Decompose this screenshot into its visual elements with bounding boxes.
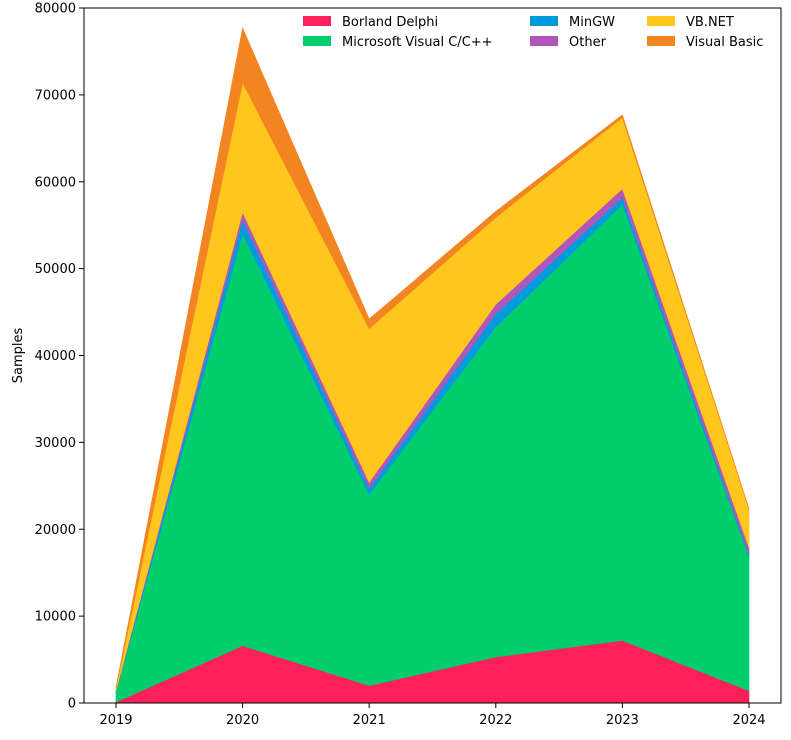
legend-label-1: Microsoft Visual C/C++ (342, 35, 493, 50)
x-tick-label-5: 2024 (732, 713, 765, 728)
area-series-5 (115, 26, 750, 689)
y-tick-label-2: 20000 (35, 523, 76, 538)
area-series-group (115, 26, 750, 704)
y-tick-label-0: 0 (68, 697, 76, 712)
x-tick-label-3: 2022 (479, 713, 512, 728)
y-tick-label-5: 50000 (35, 262, 76, 277)
y-tick-label-3: 30000 (35, 436, 76, 451)
y-tick-label-4: 40000 (35, 349, 76, 364)
y-tick-label-6: 60000 (35, 175, 76, 190)
legend-swatch-2 (530, 16, 558, 26)
legend-swatch-5 (647, 36, 675, 46)
legend-label-5: Visual Basic (686, 35, 763, 50)
x-tick-label-0: 2019 (99, 713, 132, 728)
x-tick-label-2: 2021 (353, 713, 386, 728)
y-axis-label: Samples (11, 328, 26, 384)
y-tick-label-1: 10000 (35, 610, 76, 625)
legend-label-2: MinGW (569, 15, 615, 30)
y-tick-label-7: 70000 (35, 88, 76, 103)
legend-label-0: Borland Delphi (342, 15, 438, 30)
legend-swatch-4 (647, 16, 675, 26)
legend: Borland Delphi Microsoft Visual C/C++ MinG… (303, 15, 763, 50)
legend-label-4: VB.NET (686, 15, 734, 30)
legend-swatch-3 (530, 36, 558, 46)
x-tick-label-4: 2023 (606, 713, 639, 728)
legend-swatch-1 (303, 36, 331, 46)
y-axis: 0 10000 20000 30000 40000 50000 60000 70000 8000… (35, 2, 84, 712)
x-axis: 2019 2020 2021 2022 2023 2024 (99, 703, 766, 728)
legend-label-3: Other (569, 35, 607, 50)
legend-swatch-0 (303, 16, 331, 26)
x-tick-label-1: 2020 (226, 713, 259, 728)
y-tick-label-8: 80000 (35, 2, 76, 17)
